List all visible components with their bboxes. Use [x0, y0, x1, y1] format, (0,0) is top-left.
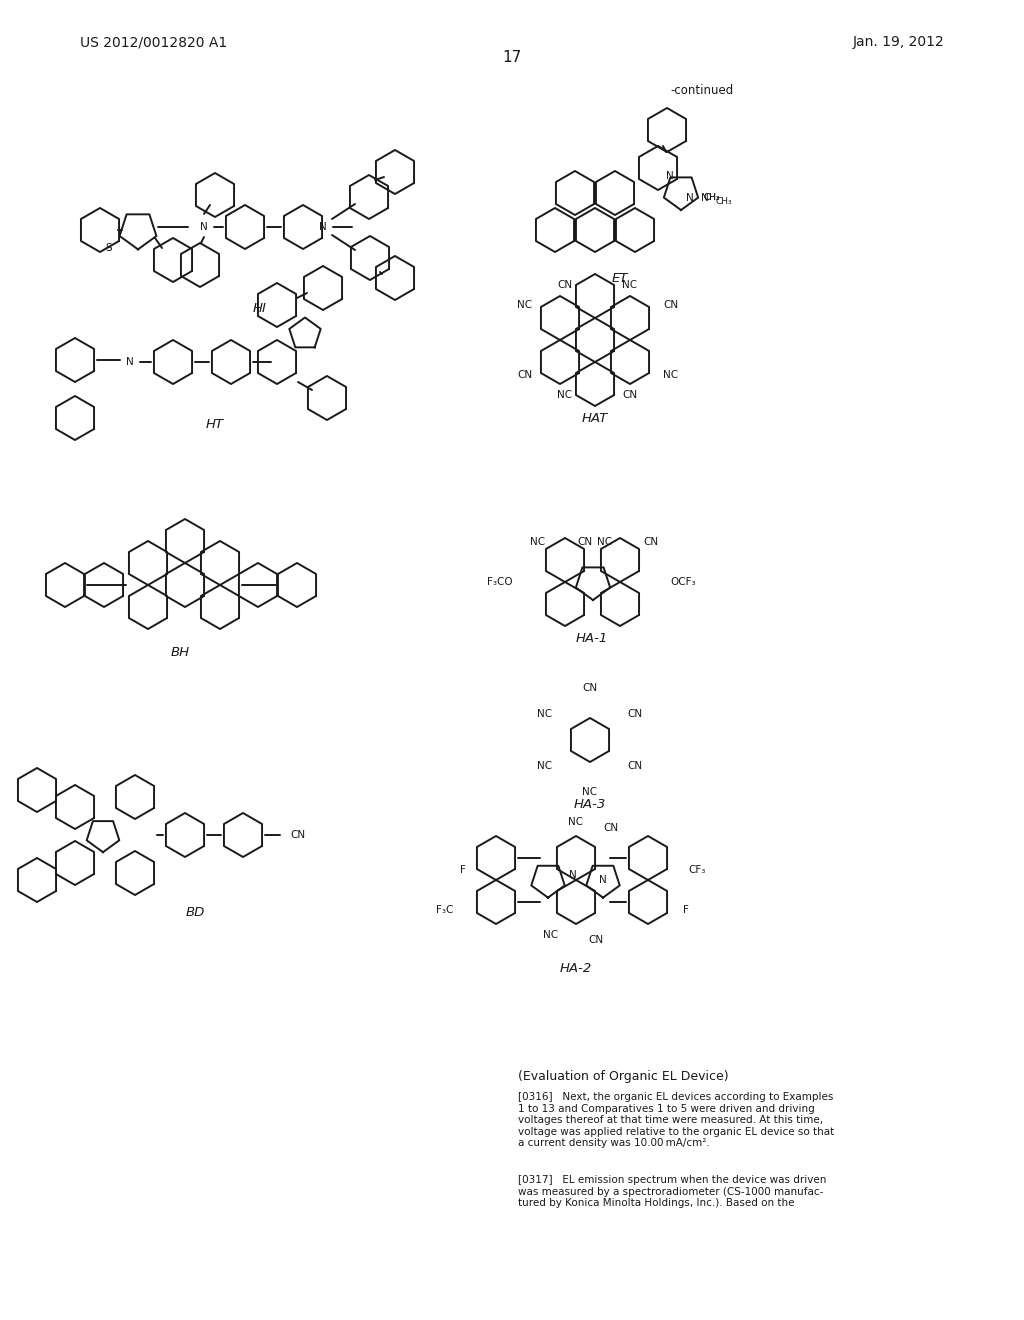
Text: CN: CN — [628, 709, 643, 719]
Text: N: N — [569, 870, 577, 880]
Text: F: F — [460, 865, 466, 875]
Text: F: F — [683, 906, 689, 915]
Text: NC: NC — [517, 300, 532, 310]
Text: CH₃: CH₃ — [703, 194, 720, 202]
Text: BD: BD — [185, 907, 205, 920]
Text: -continued: -continued — [670, 83, 733, 96]
Text: N: N — [319, 222, 327, 232]
Text: F₃CO: F₃CO — [487, 577, 513, 587]
Text: N: N — [701, 193, 709, 203]
Text: HAT: HAT — [582, 412, 608, 425]
Text: HT: HT — [206, 418, 224, 432]
Text: NC: NC — [557, 389, 572, 400]
Text: S: S — [105, 243, 113, 253]
Text: CN: CN — [643, 537, 658, 546]
Text: NC: NC — [568, 817, 583, 828]
Text: NC: NC — [529, 537, 545, 546]
Text: N: N — [686, 193, 694, 203]
Text: NC: NC — [543, 931, 558, 940]
Text: CN: CN — [583, 682, 598, 693]
Text: CN: CN — [517, 370, 532, 380]
Text: CN: CN — [628, 762, 643, 771]
Text: BH: BH — [170, 647, 189, 660]
Text: CN: CN — [603, 822, 618, 833]
Text: NC: NC — [623, 280, 638, 290]
Text: N: N — [200, 222, 208, 232]
Text: HA-3: HA-3 — [573, 799, 606, 812]
Text: CH₃: CH₃ — [715, 198, 731, 206]
Text: CF₃: CF₃ — [688, 865, 706, 875]
Text: CN: CN — [623, 389, 638, 400]
Text: HA-1: HA-1 — [575, 631, 608, 644]
Text: NC: NC — [597, 537, 612, 546]
Text: N: N — [599, 875, 607, 884]
Text: NC: NC — [583, 787, 598, 797]
Text: NC: NC — [538, 709, 553, 719]
Text: Jan. 19, 2012: Jan. 19, 2012 — [852, 36, 944, 49]
Text: CN: CN — [578, 537, 593, 546]
Text: 17: 17 — [503, 50, 521, 66]
Text: US 2012/0012820 A1: US 2012/0012820 A1 — [80, 36, 227, 49]
Text: [0316]   Next, the organic EL devices according to Examples
1 to 13 and Comparat: [0316] Next, the organic EL devices acco… — [518, 1092, 835, 1148]
Text: NC: NC — [538, 762, 553, 771]
Text: CN: CN — [589, 935, 603, 945]
Text: (Evaluation of Organic EL Device): (Evaluation of Organic EL Device) — [518, 1071, 729, 1082]
Text: CN: CN — [290, 830, 305, 840]
Text: ET: ET — [611, 272, 629, 285]
Text: N: N — [126, 356, 134, 367]
Text: CN: CN — [663, 300, 678, 310]
Text: N: N — [667, 172, 674, 181]
Text: HI: HI — [253, 301, 267, 314]
Text: OCF₃: OCF₃ — [670, 577, 695, 587]
Text: HA-2: HA-2 — [560, 961, 592, 974]
Text: CH₃: CH₃ — [705, 194, 721, 202]
Text: CN: CN — [557, 280, 572, 290]
Text: F₃C: F₃C — [435, 906, 453, 915]
Text: NC: NC — [663, 370, 678, 380]
Text: [0317]   EL emission spectrum when the device was driven
was measured by a spect: [0317] EL emission spectrum when the dev… — [518, 1175, 826, 1208]
